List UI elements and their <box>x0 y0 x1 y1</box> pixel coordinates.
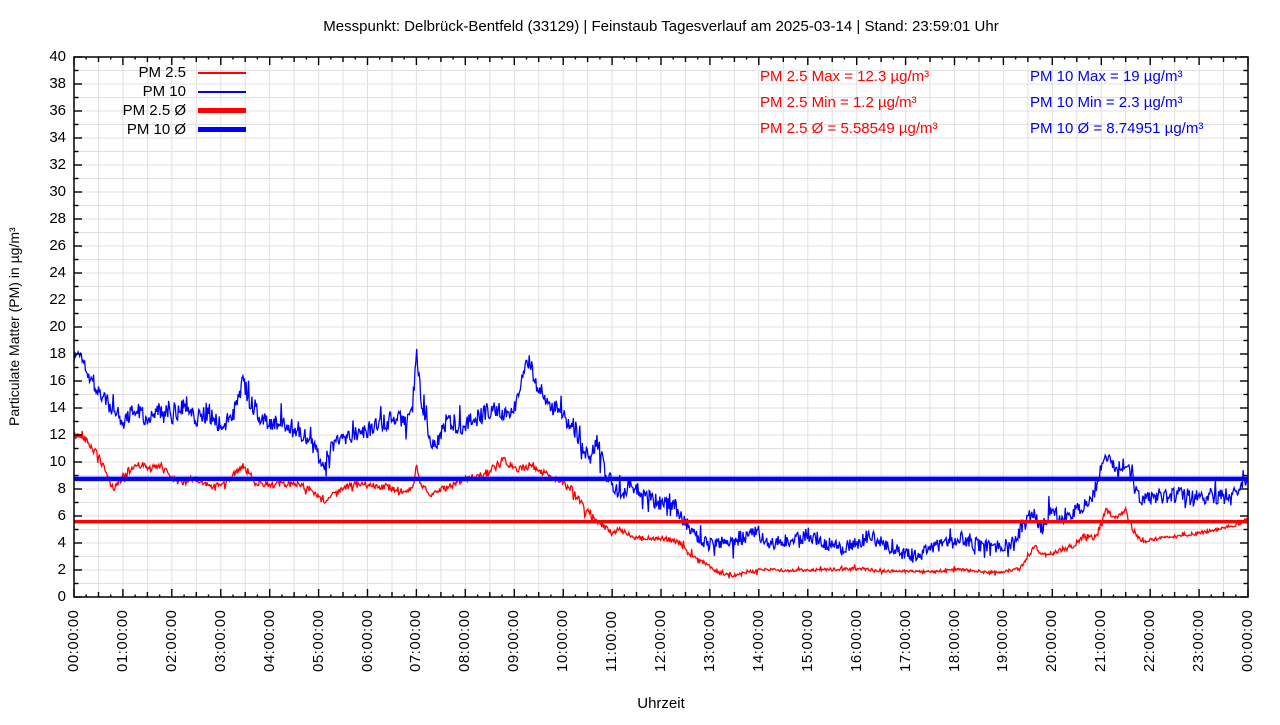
legend-item-pm25: PM 2.5 <box>80 63 246 82</box>
y-tick-label: 40 <box>49 48 66 65</box>
y-tick-label: 36 <box>49 102 66 119</box>
legend: PM 2.5 PM 10 PM 2.5 Ø PM 10 Ø <box>80 63 246 139</box>
chart-title: Messpunkt: Delbrück-Bentfeld (33129) | F… <box>323 18 999 35</box>
y-tick-label: 20 <box>49 318 66 335</box>
stats-pm25-avg: PM 2.5 Ø = 5.58549 µg/m³ <box>760 120 938 137</box>
y-tick-label: 30 <box>49 183 66 200</box>
y-tick-label: 26 <box>49 237 66 254</box>
x-tick-label: 18:00:00 <box>946 609 963 672</box>
legend-label: PM 2.5 Ø <box>122 102 186 119</box>
legend-item-pm10-avg: PM 10 Ø <box>80 120 246 139</box>
x-tick-label: 04:00:00 <box>261 609 278 672</box>
x-axis-label: Uhrzeit <box>637 695 685 712</box>
legend-label: PM 2.5 <box>138 64 186 81</box>
x-tick-label: 02:00:00 <box>163 609 180 672</box>
x-tick-label: 20:00:00 <box>1043 609 1060 672</box>
y-tick-label: 24 <box>49 264 66 281</box>
y-tick-label: 4 <box>57 534 66 551</box>
x-tick-label: 08:00:00 <box>456 609 473 672</box>
plot-border <box>73 56 1249 598</box>
y-tick-label: 10 <box>49 453 66 470</box>
x-tick-label: 01:00:00 <box>114 609 131 672</box>
legend-label: PM 10 <box>142 83 186 100</box>
x-tick-label: 13:00:00 <box>701 609 718 672</box>
legend-item-pm10: PM 10 <box>80 82 246 101</box>
x-tick-label: 17:00:00 <box>897 609 914 672</box>
legend-label: PM 10 Ø <box>126 121 186 138</box>
x-tick-label: 03:00:00 <box>212 609 229 672</box>
pm25-line <box>73 430 1249 579</box>
x-tick-label: 23:00:00 <box>1190 609 1207 672</box>
y-axis-label: Particulate Matter (PM) in µg/m³ <box>6 227 22 427</box>
x-tick-label: 10:00:00 <box>554 609 571 672</box>
y-tick-label: 6 <box>57 507 66 524</box>
x-tick-label: 19:00:00 <box>994 609 1011 672</box>
stats-pm25: PM 2.5 Max = 12.3 µg/m³ PM 2.5 Min = 1.2… <box>760 68 1020 146</box>
x-tick-label: 05:00:00 <box>310 609 327 672</box>
y-tick-label: 32 <box>49 156 66 173</box>
legend-line-sample <box>198 90 246 93</box>
legend-line-sample <box>198 108 246 113</box>
y-tick-label: 8 <box>57 480 66 497</box>
x-tick-label: 12:00:00 <box>652 609 669 672</box>
x-tick-label: 06:00:00 <box>359 609 376 672</box>
y-tick-label: 12 <box>49 426 66 443</box>
x-tick-label: 15:00:00 <box>799 609 816 672</box>
legend-item-pm25-avg: PM 2.5 Ø <box>80 101 246 120</box>
stats-pm25-max: PM 2.5 Max = 12.3 µg/m³ <box>760 68 930 85</box>
y-tick-label: 18 <box>49 345 66 362</box>
y-tick-label: 22 <box>49 291 66 308</box>
x-tick-label: 22:00:00 <box>1141 609 1158 672</box>
x-tick-label: 07:00:00 <box>407 609 424 672</box>
y-tick-label: 34 <box>49 129 66 146</box>
y-tick-label: 28 <box>49 210 66 227</box>
x-tick-label: 14:00:00 <box>750 609 767 672</box>
stats-pm10-max: PM 10 Max = 19 µg/m³ <box>1030 68 1183 85</box>
x-tick-label: 11:00:00 <box>603 610 620 672</box>
stats-pm25-min: PM 2.5 Min = 1.2 µg/m³ <box>760 94 917 111</box>
legend-line-sample <box>198 127 246 132</box>
x-tick-label: 00:00:00 <box>65 609 82 672</box>
y-tick-label: 38 <box>49 75 66 92</box>
y-tick-label: 2 <box>57 561 66 578</box>
legend-line-sample <box>198 71 246 74</box>
x-tick-label: 16:00:00 <box>848 609 865 672</box>
y-tick-label: 0 <box>57 588 66 605</box>
x-tick-label: 21:00:00 <box>1092 609 1109 672</box>
stats-pm10-avg: PM 10 Ø = 8.74951 µg/m³ <box>1030 120 1204 137</box>
stats-pm10: PM 10 Max = 19 µg/m³ PM 10 Min = 2.3 µg/… <box>1030 68 1280 146</box>
pm10-line <box>73 348 1249 563</box>
x-tick-label: 00:00:00 <box>1239 609 1256 672</box>
y-tick-label: 16 <box>49 372 66 389</box>
y-tick-label: 14 <box>49 399 66 416</box>
x-tick-label: 09:00:00 <box>505 609 522 672</box>
stats-pm10-min: PM 10 Min = 2.3 µg/m³ <box>1030 94 1183 111</box>
